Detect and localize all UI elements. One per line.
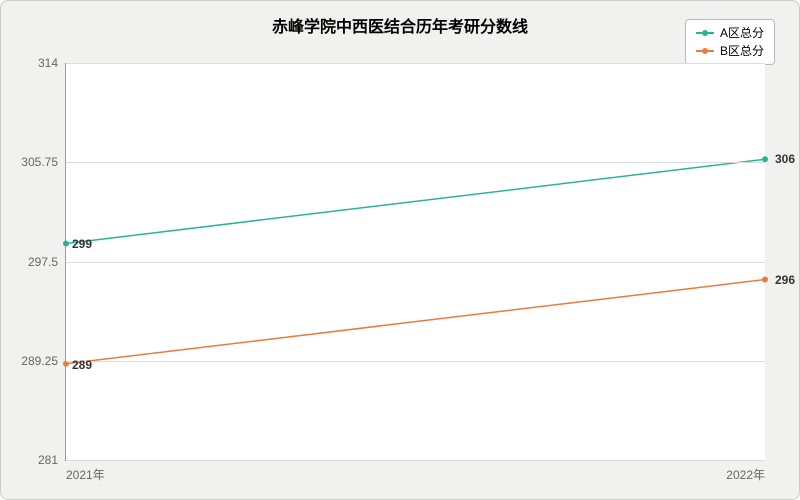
y-tick-label: 281: [38, 453, 66, 467]
data-label: 289: [72, 358, 92, 372]
gridline: [66, 162, 765, 163]
y-tick-label: 297.5: [28, 255, 66, 269]
gridline: [66, 361, 765, 362]
legend-label-b: B区总分: [720, 42, 764, 60]
legend-swatch-a: [696, 32, 714, 34]
legend-item-b: B区总分: [696, 42, 764, 60]
legend: A区总分 B区总分: [685, 19, 775, 65]
data-label: 296: [775, 273, 795, 287]
chart-title: 赤峰学院中西医结合历年考研分数线: [1, 13, 799, 37]
y-tick-label: 314: [38, 56, 66, 70]
y-tick-label: 305.75: [21, 155, 66, 169]
gridline: [66, 63, 765, 64]
legend-item-a: A区总分: [696, 24, 764, 42]
gridline: [66, 262, 765, 263]
gridline: [66, 460, 765, 461]
series-marker: [762, 277, 768, 283]
series-line: [66, 280, 765, 364]
x-tick-label: 2022年: [726, 460, 765, 483]
chart-container: 赤峰学院中西医结合历年考研分数线 A区总分 B区总分 281289.25297.…: [0, 0, 800, 500]
legend-swatch-b: [696, 50, 714, 52]
x-tick-label: 2021年: [66, 460, 105, 483]
series-marker: [63, 240, 69, 246]
y-tick-label: 289.25: [21, 354, 66, 368]
plot-area: 281289.25297.5305.753142021年2022年2993062…: [65, 63, 765, 461]
legend-label-a: A区总分: [720, 24, 764, 42]
series-line: [66, 159, 765, 243]
data-label: 299: [72, 237, 92, 251]
data-label: 306: [775, 152, 795, 166]
